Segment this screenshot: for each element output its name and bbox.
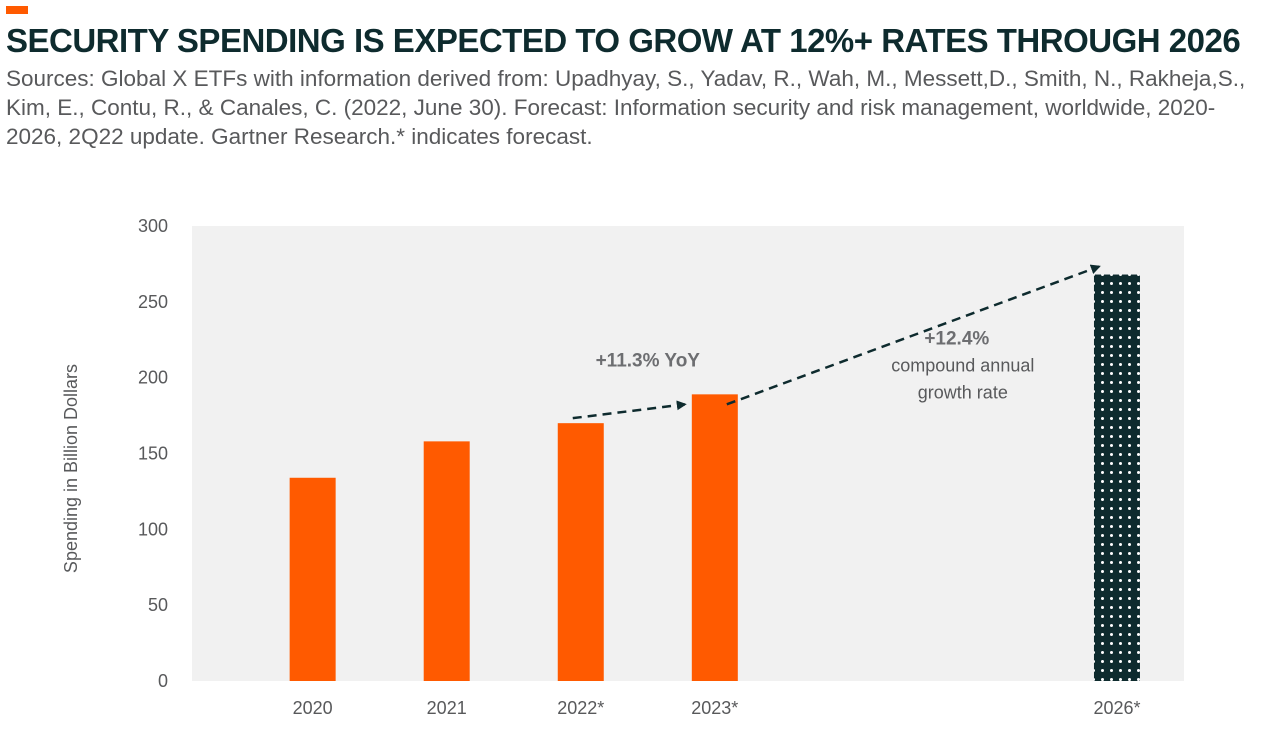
y-tick-label: 200 (138, 368, 168, 388)
cagr-value-label: +12.4% (924, 329, 989, 350)
accent-bar (6, 6, 28, 14)
chart-title: SECURITY SPENDING IS EXPECTED TO GROW AT… (6, 22, 1241, 59)
y-tick-label: 300 (138, 216, 168, 236)
y-tick-label: 0 (158, 671, 168, 691)
bar-2026-forecast (1093, 274, 1140, 681)
x-tick-label: 2021 (427, 698, 467, 718)
y-tick-label: 50 (148, 595, 168, 615)
cagr-description-label: growth rate (918, 383, 1008, 403)
bar-2023-forecast (691, 394, 738, 681)
y-tick-label: 100 (138, 519, 168, 539)
x-tick-label: 2020 (293, 698, 333, 718)
y-axis-label: Spending in Billion Dollars (61, 364, 81, 573)
bar-2020 (289, 477, 336, 681)
x-tick-label: 2023* (691, 698, 738, 718)
annotations: +11.3% YoY +12.4% compound annual growth ra… (572, 264, 1101, 420)
bar-2022-forecast (557, 423, 604, 681)
cagr-arrow (726, 264, 1101, 406)
y-tick-label: 150 (138, 444, 168, 464)
bars (289, 274, 1140, 681)
cagr-description-label: compound annual (891, 356, 1034, 376)
chart-subtitle: Sources: Global X ETFs with information … (6, 66, 1246, 149)
yoy-growth-arrow (572, 400, 687, 420)
y-tick-label: 250 (138, 292, 168, 312)
bar-2021 (423, 441, 470, 681)
yoy-growth-label: +11.3% YoY (596, 350, 701, 371)
x-axis: 2020 2021 2022* 2023* 2026* (293, 698, 1141, 718)
x-tick-label: 2026* (1093, 698, 1140, 718)
x-tick-label: 2022* (557, 698, 604, 718)
plot-area (192, 226, 1184, 681)
y-axis: 0 50 100 150 200 250 300 (138, 216, 168, 691)
